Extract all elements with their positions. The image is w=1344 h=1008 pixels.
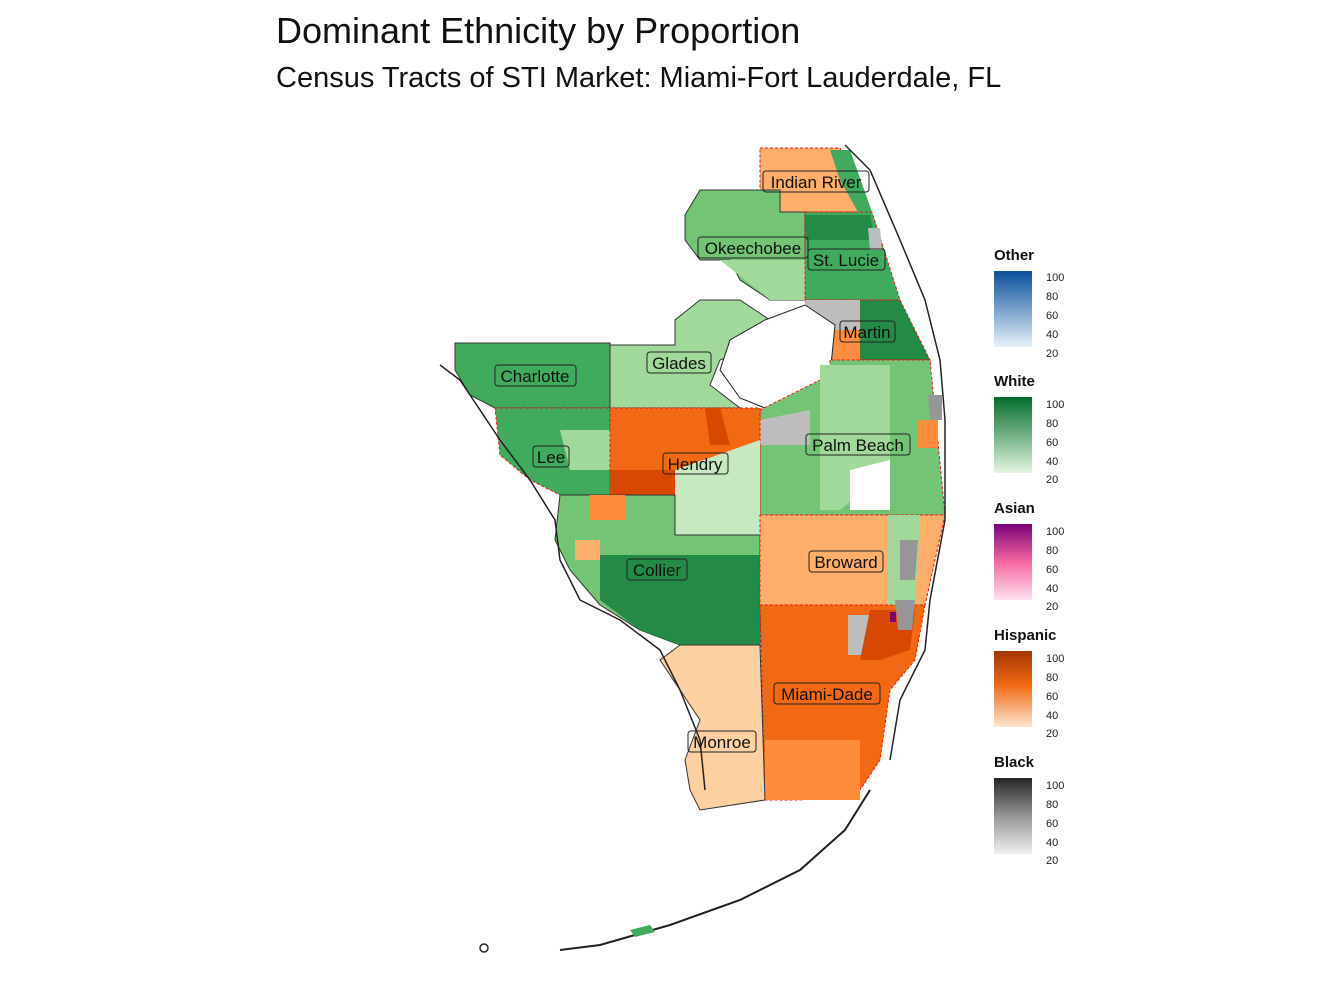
island [479,943,489,953]
label-charlotte: Charlotte [494,364,577,387]
tract-hispanic-light-2 [575,540,600,560]
svg-text:Martin: Martin [843,323,890,342]
label-indian-river: Indian River [762,170,870,193]
svg-text:Broward: Broward [814,553,877,572]
legend-tick: 20 [1046,474,1059,486]
legend-tick: 100 [1046,780,1065,792]
tract-black [868,228,882,250]
legend-title: Asian [994,500,1035,517]
legend-tick: 20 [1046,348,1059,360]
legend-tick: 40 [1046,456,1059,468]
svg-text:Collier: Collier [633,561,682,580]
legend-asian: Asian 100 80 60 40 20 [994,500,1114,613]
legend-color-bar [994,271,1032,347]
tract-black-coast [928,395,942,420]
legend-title: Hispanic [994,627,1057,644]
tract-blank [850,460,890,510]
west-coastline [439,364,706,791]
svg-text:Indian River: Indian River [771,173,862,192]
svg-text:Okeechobee: Okeechobee [705,239,801,258]
tract-white-dark [805,215,875,240]
label-hendry: Hendry [662,452,729,475]
legend-title: Black [994,754,1035,771]
legend-tick: 20 [1046,855,1059,867]
tract-white-light [720,260,805,300]
legend-tick: 100 [1046,399,1065,411]
legend-black: Black 100 80 60 40 20 [994,754,1114,867]
legend-tick: 60 [1046,818,1059,830]
label-st-lucie: St. Lucie [807,248,886,271]
label-miami-dade: Miami-Dade [773,682,881,705]
map-subtitle: Census Tracts of STI Market: Miami-Fort … [276,62,1002,94]
tract-black [900,540,918,580]
legend-tick: 100 [1046,272,1065,284]
legend-tick: 40 [1046,583,1059,595]
svg-text:Lee: Lee [537,448,565,467]
tract-white-pale [675,440,760,535]
legend-white: White 100 80 60 40 20 [994,373,1114,486]
tract-white-light [560,430,610,470]
svg-text:Glades: Glades [652,354,706,373]
label-martin: Martin [839,320,896,343]
tract-white [830,150,872,212]
legend-title: Other [994,247,1035,264]
tract-hispanic-light [590,495,625,520]
legend-tick: 80 [1046,545,1059,557]
legend-tick: 60 [1046,310,1059,322]
svg-text:Hendry: Hendry [668,455,723,474]
legend-tick: 80 [1046,418,1059,430]
label-collier: Collier [626,558,688,581]
legend-hispanic: Hispanic 100 80 60 40 20 [994,627,1114,740]
tract-black-coast [895,600,915,630]
county-labels: Indian River Okeechobee St. Lucie Martin… [494,170,911,753]
legend-color-bar [994,651,1032,727]
keys-islands [630,925,655,937]
label-okeechobee: Okeechobee [697,236,809,259]
label-glades: Glades [646,351,712,374]
legend-color-bar [994,397,1032,473]
legend-tick: 80 [1046,291,1059,303]
legend-tick: 80 [1046,799,1059,811]
svg-text:Charlotte: Charlotte [501,367,570,386]
label-lee: Lee [532,445,570,468]
legend-title: White [994,373,1035,390]
legend-tick: 60 [1046,437,1059,449]
tract-hispanic-mid [765,740,860,800]
legend-tick: 40 [1046,710,1059,722]
tract-hispanic [918,420,938,448]
tract-black [760,410,810,445]
label-broward: Broward [808,550,884,573]
legend-tick: 40 [1046,329,1059,341]
legend-other: Other 100 80 60 40 20 [994,247,1114,360]
legend-tick: 20 [1046,601,1059,613]
legend-tick: 20 [1046,728,1059,740]
legend-color-bar [994,524,1032,600]
svg-text:Palm Beach: Palm Beach [812,436,904,455]
legend-tick: 60 [1046,691,1059,703]
legend-tick: 100 [1046,653,1065,665]
east-coastline [844,144,946,761]
svg-text:Monroe: Monroe [693,733,751,752]
florida-keys [559,789,871,951]
county-monroe [659,644,766,811]
legend-color-bar [994,778,1032,854]
legend-tick: 100 [1046,526,1065,538]
tract-asian [890,612,896,622]
legend-tick: 40 [1046,837,1059,849]
legend-tick: 60 [1046,564,1059,576]
tract-white-dark [600,555,760,645]
legend-tick: 80 [1046,672,1059,684]
label-palm-beach: Palm Beach [805,433,911,456]
label-monroe: Monroe [687,730,757,753]
tract-hispanic-dark-2 [705,408,730,445]
svg-text:St. Lucie: St. Lucie [813,251,879,270]
svg-text:Miami-Dade: Miami-Dade [781,685,873,704]
tract-hispanic-dark [610,470,675,495]
map-title: Dominant Ethnicity by Proportion [276,10,801,51]
